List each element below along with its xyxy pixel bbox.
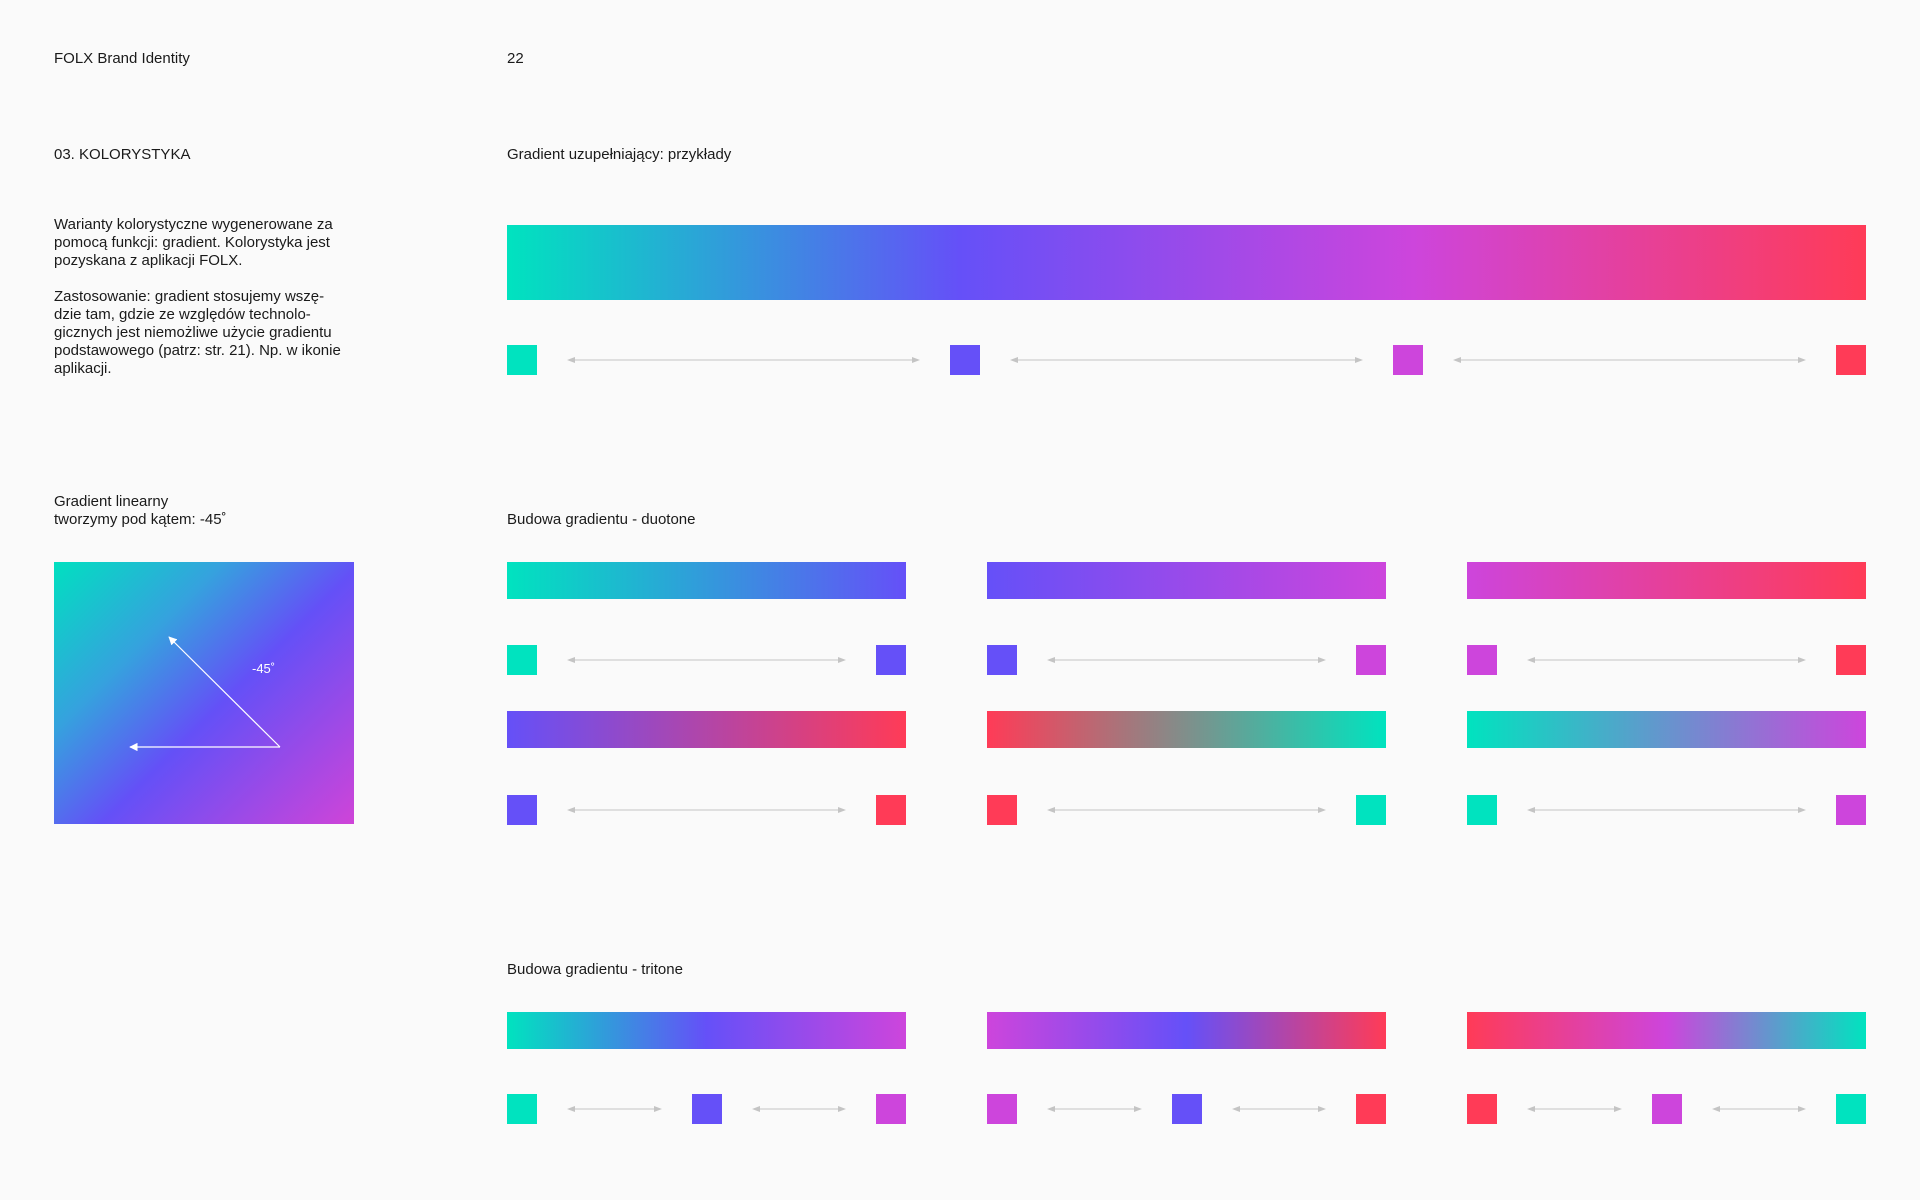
gradient-bar (987, 562, 1386, 599)
page-number: 22 (507, 50, 524, 67)
double-arrow-icon (1010, 355, 1363, 365)
color-swatch (507, 1094, 537, 1124)
color-swatch (876, 795, 906, 825)
double-arrow-icon (1527, 655, 1806, 665)
gradient-bar (987, 1012, 1386, 1049)
color-swatch (1172, 1094, 1202, 1124)
double-arrow-icon (1232, 1104, 1326, 1114)
gradient-bar (1467, 711, 1866, 748)
examples-title: Gradient uzupełniający: przykłady (507, 146, 732, 163)
double-arrow-icon (1712, 1104, 1806, 1114)
double-arrow-icon (567, 1104, 662, 1114)
duotone-title: Budowa gradientu - duotone (507, 511, 696, 528)
double-arrow-icon (1453, 355, 1806, 365)
linear-gradient-square: -45˚ (54, 562, 354, 824)
gradient-bar (507, 562, 906, 599)
color-swatch (987, 645, 1017, 675)
double-arrow-icon (567, 805, 846, 815)
double-arrow-icon (1047, 1104, 1142, 1114)
color-swatch (876, 1094, 906, 1124)
color-swatch (507, 345, 537, 375)
intro-paragraph: Warianty kolorystyczne wygenerowane za p… (54, 216, 333, 269)
angle-label: -45˚ (252, 661, 276, 676)
color-swatch (1836, 645, 1866, 675)
color-swatch (1356, 795, 1386, 825)
gradient-bar (507, 225, 1866, 300)
color-swatch (1836, 1094, 1866, 1124)
gradient-bar (507, 1012, 906, 1049)
linear-gradient-title: Gradient linearny tworzymy pod kątem: -4… (54, 493, 227, 528)
color-swatch (1836, 795, 1866, 825)
double-arrow-icon (567, 355, 920, 365)
double-arrow-icon (567, 655, 846, 665)
color-swatch (692, 1094, 722, 1124)
gradient-bar (1467, 562, 1866, 599)
color-swatch (876, 645, 906, 675)
color-swatch (1836, 345, 1866, 375)
usage-paragraph: Zastosowanie: gradient stosujemy wszę- d… (54, 288, 341, 377)
double-arrow-icon (752, 1104, 846, 1114)
double-arrow-icon (1047, 805, 1326, 815)
double-arrow-icon (1047, 655, 1326, 665)
section-title: 03. KOLORYSTYKA (54, 146, 191, 163)
color-swatch (1356, 1094, 1386, 1124)
color-swatch (987, 795, 1017, 825)
tritone-title: Budowa gradientu - tritone (507, 961, 683, 978)
double-arrow-icon (1527, 1104, 1622, 1114)
color-swatch (1393, 345, 1423, 375)
color-swatch (1652, 1094, 1682, 1124)
angle-arrows-icon (129, 636, 281, 752)
color-swatch (507, 795, 537, 825)
double-arrow-icon (1527, 805, 1806, 815)
color-swatch (1467, 1094, 1497, 1124)
color-swatch (1467, 645, 1497, 675)
brand-title: FOLX Brand Identity (54, 50, 190, 67)
gradient-bar (987, 711, 1386, 748)
color-swatch (950, 345, 980, 375)
color-swatch (507, 645, 537, 675)
gradient-bar (1467, 1012, 1866, 1049)
color-swatch (1356, 645, 1386, 675)
color-swatch (987, 1094, 1017, 1124)
gradient-bar (507, 711, 906, 748)
color-swatch (1467, 795, 1497, 825)
